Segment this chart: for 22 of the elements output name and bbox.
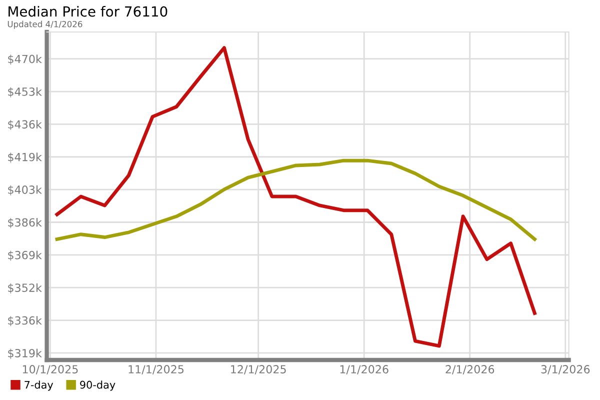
x-tick-label: 3/1/2026 [541,365,590,374]
y-tick-label: $336k [8,316,42,326]
x-tick-label: 12/1/2025 [231,365,286,374]
y-tick-label: $419k [8,152,42,163]
legend-label: 7-day [24,380,54,391]
line-series [55,158,536,241]
y-tick-label: $352k [8,283,42,294]
y-tick-label: $369k [8,250,42,261]
line-series [55,46,536,348]
y-tick-label: $453k [8,87,42,98]
y-tick-label: $470k [8,54,42,65]
y-tick-label: $436k [8,120,42,130]
chart-subtitle: Updated 4/1/2026 [8,20,82,29]
x-tick-label: 2/1/2026 [446,365,494,374]
x-tick-label: 11/1/2025 [128,365,184,374]
y-tick-label: $386k [8,218,42,228]
legend-label: 90-day [80,380,116,391]
x-tick-label: 1/1/2026 [340,365,388,374]
chart-title: Median Price for 76110 [8,6,168,17]
y-tick-label: $319k [8,348,42,359]
y-tick-label: $403k [8,185,42,196]
x-tick-label: 10/1/2025 [22,365,78,374]
